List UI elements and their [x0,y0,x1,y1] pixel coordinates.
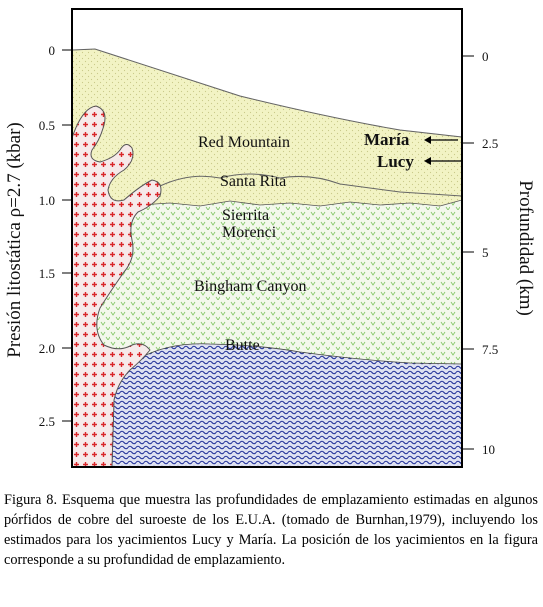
left-axis-title: Presión litostática ρ=2.7 (kbar) [4,122,25,357]
sky-area [72,9,462,138]
right-axis-title: Profundidad (km) [515,180,536,316]
left-tick-label: 1.0 [39,193,55,208]
right-axis: 0 2.5 5 7.5 10 [462,49,498,457]
label-lucy: Lucy [377,152,414,171]
left-axis: 0 0.5 1.0 1.5 2.0 2.5 [39,43,72,429]
right-tick-label: 10 [482,442,495,457]
label-santa-rita: Santa Rita [220,173,286,190]
plot-frame [71,8,463,468]
label-bingham-canyon: Bingham Canyon [194,278,306,295]
label-sierrita: Sierrita [222,207,269,224]
label-maria: María [364,130,410,149]
left-tick-label: 2.0 [39,341,55,356]
left-tick-label: 0.5 [39,118,55,133]
label-morenci: Morenci [222,224,277,241]
label-butte: Butte [225,337,260,354]
left-tick-label: 0 [49,43,56,58]
lucy-arrow [424,157,462,165]
intrusion [72,105,162,467]
santa-rita-contact [159,173,462,197]
right-tick-label: 2.5 [482,136,498,151]
right-tick-label: 7.5 [482,342,498,357]
depth-diagram: 0 0.5 1.0 1.5 2.0 2.5 0 2.5 5 7.5 10 Pre… [4,8,536,468]
figure-caption: Figura 8. Esquema que muestra las profun… [4,492,538,568]
maria-arrow [424,136,458,144]
left-tick-label: 2.5 [39,414,55,429]
right-tick-label: 0 [482,49,489,64]
label-red-mountain: Red Mountain [198,134,290,151]
right-tick-label: 5 [482,245,489,260]
left-tick-label: 1.5 [39,266,55,281]
